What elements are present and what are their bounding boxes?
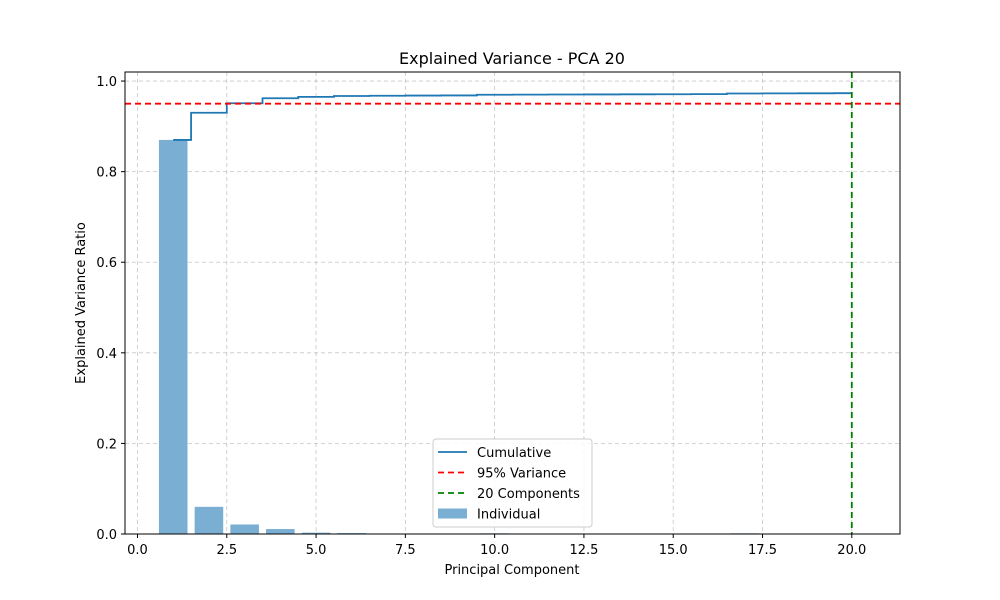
- individual-bar: [194, 506, 224, 534]
- x-tick-label: 2.5: [216, 543, 237, 558]
- legend-item-cumulative-label: Cumulative: [477, 446, 551, 461]
- individual-bar: [301, 532, 331, 534]
- legend-box: [432, 438, 593, 528]
- x-tick-label: 0.0: [127, 543, 148, 558]
- legend-item-95-variance-label: 95% Variance: [477, 467, 566, 482]
- y-axis-label: Explained Variance Ratio: [74, 222, 89, 384]
- legend-item-individual-swatch: [438, 508, 467, 519]
- x-axis-ticks: 0.0 2.5 5.0 7.5 10.0 12.5 15.0 17.5 20.0: [127, 534, 866, 558]
- x-tick-label: 10.0: [480, 543, 509, 558]
- individual-bar: [158, 139, 188, 535]
- legend: Cumulative 95% Variance 20 Components Indiv…: [432, 438, 593, 528]
- y-tick-label: 0.0: [96, 528, 117, 543]
- cumulative-step-line: [173, 92, 852, 141]
- plot-frame: [124, 71, 901, 535]
- x-tick-label: 12.5: [569, 543, 598, 558]
- x-tick-label: 5.0: [306, 543, 327, 558]
- cumulative-and-reference-lines: [125, 72, 900, 534]
- x-tick-label: 7.5: [395, 543, 416, 558]
- y-tick-label: 0.8: [96, 166, 117, 181]
- legend-item-individual-label: Individual: [477, 508, 540, 523]
- chart-title: Explained Variance - PCA 20: [399, 49, 625, 68]
- y-tick-label: 0.4: [96, 347, 117, 362]
- individual-bar: [266, 529, 295, 534]
- legend-item-20-components-label: 20 Components: [477, 487, 580, 502]
- y-axis-ticks: 0.0 0.2 0.4 0.6 0.8 1.0: [96, 75, 125, 543]
- individual-bars: [158, 139, 867, 535]
- x-axis-label: Principal Component: [444, 563, 579, 578]
- y-tick-label: 0.2: [96, 437, 117, 452]
- x-tick-label: 17.5: [748, 543, 777, 558]
- y-tick-label: 0.6: [96, 256, 117, 271]
- x-tick-label: 15.0: [659, 543, 688, 558]
- y-tick-label: 1.0: [96, 75, 117, 90]
- individual-bar: [230, 524, 259, 534]
- x-tick-label: 20.0: [837, 543, 866, 558]
